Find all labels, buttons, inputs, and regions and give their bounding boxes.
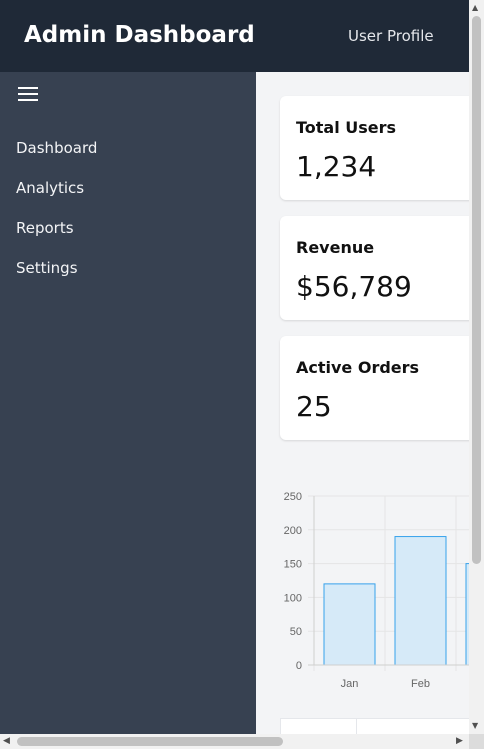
sidebar-item-reports[interactable]: Reports (16, 219, 74, 237)
sidebar-item-dashboard[interactable]: Dashboard (16, 139, 98, 157)
y-tick-label: 0 (296, 660, 302, 672)
y-tick-label: 50 (290, 626, 302, 638)
y-tick-label: 100 (284, 592, 302, 604)
stat-label: Total Users (296, 118, 397, 137)
user-profile-link[interactable]: User Profile (348, 27, 434, 45)
data-table-partial (280, 718, 469, 734)
vertical-scrollbar[interactable]: ▲ ▼ (469, 0, 484, 734)
x-tick-label: Jan (341, 678, 359, 690)
x-tick-label: Feb (411, 678, 430, 690)
scroll-down-arrow-icon[interactable]: ▼ (472, 721, 479, 730)
bar-chart-svg: 050100150200250JanFebMar (284, 491, 469, 690)
bar-jan (323, 583, 376, 666)
top-header: Admin Dashboard User Profile (0, 0, 469, 72)
sidebar-item-settings[interactable]: Settings (16, 259, 78, 277)
scrollbar-corner (469, 734, 484, 749)
stat-label: Revenue (296, 238, 375, 257)
y-tick-label: 200 (284, 525, 302, 537)
stat-value: 1,234 (296, 150, 377, 183)
sidebar-item-analytics[interactable]: Analytics (16, 179, 85, 197)
app-title: Admin Dashboard (24, 22, 255, 48)
horizontal-scrollbar[interactable]: ◀ ▶ (0, 734, 469, 749)
bar-chart: 050100150200250JanFebMar (256, 482, 469, 702)
stat-card-active-orders: Active Orders 25 (280, 336, 469, 440)
bar-mar (465, 563, 469, 666)
stat-card-revenue: Revenue $56,789 (280, 216, 469, 320)
stat-value: 25 (296, 390, 332, 423)
y-tick-label: 150 (284, 559, 302, 571)
bar-feb (394, 536, 447, 666)
sidebar-nav: Dashboard Analytics Reports Settings (16, 138, 97, 298)
main-content: Total Users 1,234 Revenue $56,789 Active… (256, 72, 469, 734)
stat-value: $56,789 (296, 270, 412, 303)
y-tick-label: 250 (284, 491, 302, 503)
stat-label: Active Orders (296, 358, 420, 377)
vertical-scroll-thumb[interactable] (472, 16, 481, 564)
menu-toggle-icon[interactable] (18, 84, 38, 102)
scroll-up-arrow-icon[interactable]: ▲ (472, 3, 479, 12)
scroll-right-arrow-icon[interactable]: ▶ (456, 736, 463, 746)
stat-card-total-users: Total Users 1,234 (280, 96, 469, 200)
horizontal-scroll-thumb[interactable] (17, 737, 283, 746)
sidebar: Dashboard Analytics Reports Settings (0, 72, 256, 734)
scroll-left-arrow-icon[interactable]: ◀ (3, 736, 10, 746)
